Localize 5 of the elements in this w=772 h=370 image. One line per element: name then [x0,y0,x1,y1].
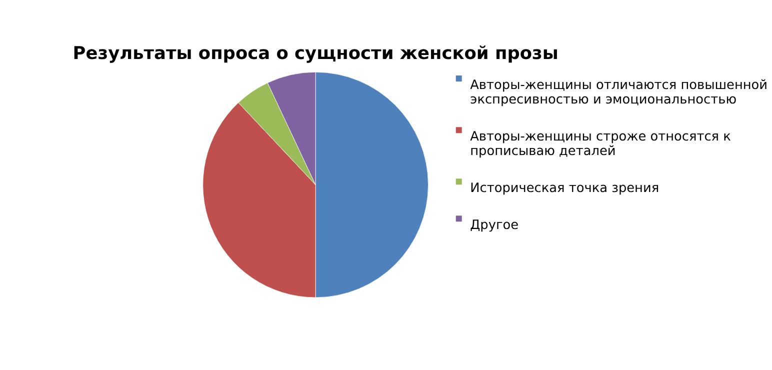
legend-label: Авторы-женщины отличаются повышенной экспресивностью и эмоциональностью [470,78,768,108]
legend-label: Историческая точка зрения [470,181,660,196]
legend-label: Другое [470,218,519,234]
legend-label: Авторы-женщины строже относятся к прописываю деталей [470,130,732,160]
chart-title: Результаты опроса о сущности женской прозы [72,44,558,64]
